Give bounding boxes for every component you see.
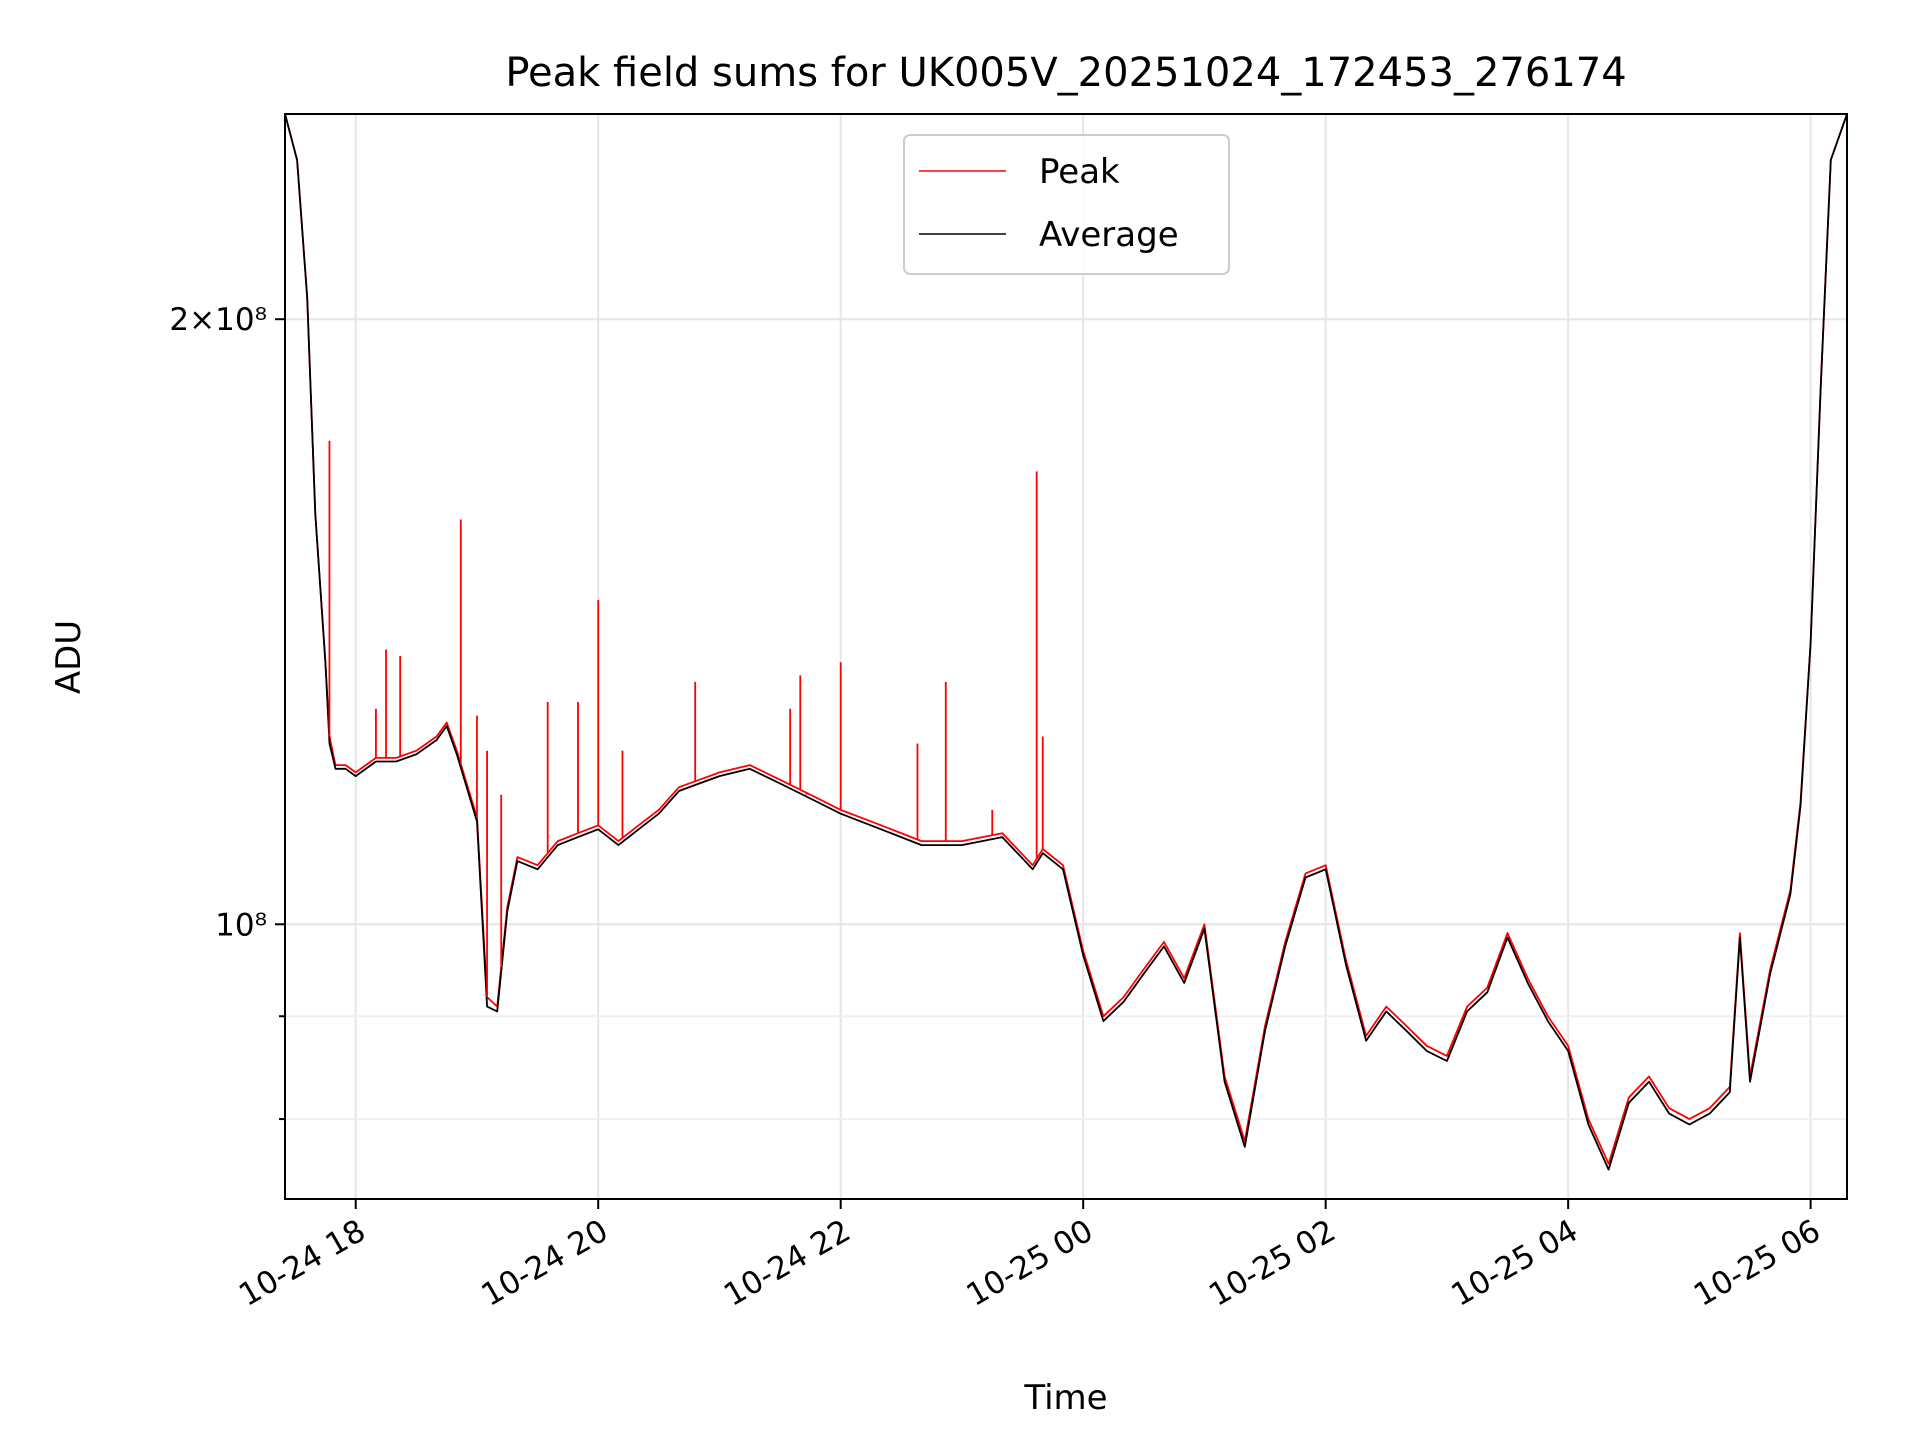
- series-line-average: [284, 113, 1848, 1171]
- legend-label-average: Average: [1039, 215, 1179, 255]
- y-axis-label: ADU: [49, 620, 89, 694]
- x-axis-label: Time: [1023, 1378, 1107, 1418]
- y-tick-label: 2×10⁸: [169, 302, 267, 338]
- series-line-peak: [284, 113, 1848, 1165]
- chart-title: Peak field sums for UK005V_20251024_1724…: [505, 50, 1626, 96]
- plot-frame: [284, 113, 1848, 1200]
- legend-box: [903, 134, 1230, 275]
- legend-label-peak: Peak: [1039, 152, 1120, 192]
- legend: Peak Average: [903, 134, 1230, 275]
- y-tick-label: 10⁸: [215, 907, 267, 943]
- plot-area: [284, 113, 1848, 1171]
